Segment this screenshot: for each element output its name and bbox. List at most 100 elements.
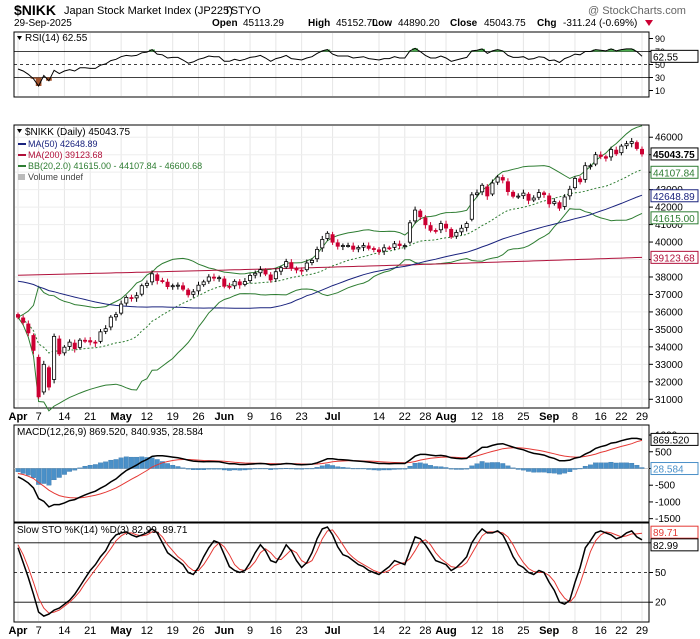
symbol-label: $NIKK — [14, 2, 56, 18]
stoch-xlabel: 28 — [419, 625, 431, 637]
macd-histogram-bar — [206, 468, 212, 470]
stoch-xlabel: 22 — [399, 625, 411, 637]
macd-histogram-bar — [268, 468, 274, 470]
candle-body — [438, 223, 443, 231]
stoch-xlabel: Jul — [325, 625, 341, 637]
candle-body — [526, 193, 531, 201]
candle-body — [459, 227, 464, 233]
candle-body — [304, 262, 309, 271]
price-xlabel: Jul — [325, 411, 341, 423]
macd-histogram-bar — [185, 468, 191, 470]
macd-histogram-bar — [515, 468, 521, 470]
candle-body — [392, 243, 397, 248]
candle-body — [289, 262, 294, 269]
candle-body — [72, 342, 77, 350]
macd-histogram-bar — [304, 468, 310, 470]
candle-body — [263, 269, 268, 275]
candle-body — [315, 248, 320, 260]
ma50-legend-text: MA(50) 42648.89 — [28, 139, 98, 149]
macd-histogram-bar — [31, 468, 36, 478]
rsi-ylabel: 90 — [655, 34, 665, 44]
macd-histogram-bar — [479, 461, 485, 469]
candle-body — [609, 149, 614, 158]
macd-histogram-bar — [345, 467, 351, 469]
macd-histogram-bar — [381, 468, 387, 471]
price-ylabel: 42000 — [655, 203, 683, 214]
macd-histogram-bar — [567, 468, 573, 472]
macd-histogram-bar — [201, 468, 207, 470]
price-xlabel: 16 — [270, 411, 282, 423]
stoch-xlabel: 23 — [296, 625, 308, 637]
macd-histogram-bar — [557, 468, 562, 475]
macd-histogram-bar — [149, 457, 155, 469]
bb-low-tag-box — [650, 211, 699, 225]
macd-histogram-bar — [51, 468, 57, 481]
bb-low-tag-text: 41615.00 — [653, 214, 695, 225]
bb-mid-tag-box — [650, 165, 699, 179]
macd-histogram-bar — [593, 462, 599, 469]
candle-body — [469, 194, 474, 220]
stoch-xlabel: May — [110, 625, 132, 637]
macd-histogram-bar — [608, 461, 614, 469]
volume-legend-swatch — [18, 174, 25, 180]
candle-body — [16, 314, 20, 318]
price-xlabel: 22 — [399, 411, 411, 423]
macd-histogram-bar — [572, 468, 578, 470]
macd-ylabel: -1500 — [655, 514, 681, 525]
candle-body — [330, 234, 335, 243]
candle-body — [603, 156, 608, 159]
candle-body — [237, 281, 242, 286]
macd-histogram-bar — [82, 465, 88, 469]
price-xlabel: 16 — [595, 411, 607, 423]
macd-histogram-bar — [25, 468, 31, 476]
macd-histogram-bar — [402, 468, 408, 470]
stoch-d-tag-text: 89.71 — [653, 528, 678, 539]
candle-body — [495, 176, 500, 183]
macd-histogram-bar — [87, 464, 93, 469]
macd-histogram-bar — [355, 468, 361, 470]
down-arrow-icon — [645, 20, 653, 26]
open-value: 45113.29 — [243, 18, 284, 29]
price-ylabel: 36000 — [655, 307, 683, 318]
macd-histogram-bar — [72, 468, 78, 471]
candle-body — [165, 281, 170, 287]
price-ylabel: 35000 — [655, 325, 683, 336]
macd-histogram-bar — [603, 462, 609, 469]
price-xlabel: 8 — [572, 411, 578, 423]
low-value: 44890.20 — [398, 18, 440, 29]
macd-histogram-bar — [288, 468, 294, 470]
price-legend: $NIKK (Daily) 45043.75 MA(50) 42648.89 M… — [17, 127, 202, 182]
stoch-ylabel: 50 — [655, 568, 667, 579]
close-tag-box — [650, 147, 699, 161]
macd-histogram-bar — [438, 466, 444, 469]
candle-body — [139, 285, 144, 295]
price-xlabel: Aug — [435, 411, 456, 423]
macd-histogram-bar — [46, 468, 52, 486]
candle-body — [160, 280, 165, 283]
macd-histogram-bar — [397, 468, 403, 470]
macd-histogram-bar — [118, 457, 124, 469]
macd-histogram-bar — [144, 457, 150, 469]
candle-body — [500, 177, 505, 181]
candle-body — [175, 284, 180, 287]
macd-ylabel: 500 — [655, 447, 672, 458]
macd-histogram-bar — [263, 468, 268, 470]
macd-histogram-bar — [417, 462, 423, 469]
candle-body — [268, 274, 273, 281]
macd-hist-tag-text: 28.584 — [653, 465, 684, 476]
candle-body — [449, 228, 454, 238]
candle-body — [340, 245, 345, 247]
macd-histogram-bar — [577, 468, 583, 470]
macd-histogram-bar — [273, 468, 279, 470]
candle-body — [464, 223, 469, 228]
candle-body — [299, 269, 304, 272]
stoch-xlabel: 12 — [141, 625, 153, 637]
candle-body — [124, 297, 129, 304]
macd-layer — [14, 437, 649, 508]
candle-body — [186, 289, 191, 296]
macd-line — [17, 437, 643, 508]
macd-panel-frame — [13, 424, 650, 523]
candle-body — [248, 275, 253, 282]
candle-body — [521, 192, 526, 197]
